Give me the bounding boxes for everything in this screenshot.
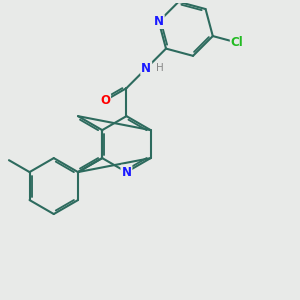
Text: O: O: [100, 94, 110, 107]
Text: N: N: [141, 62, 151, 75]
Text: Cl: Cl: [231, 36, 244, 49]
Text: H: H: [156, 63, 164, 74]
Text: N: N: [122, 166, 131, 178]
Text: N: N: [154, 15, 164, 28]
